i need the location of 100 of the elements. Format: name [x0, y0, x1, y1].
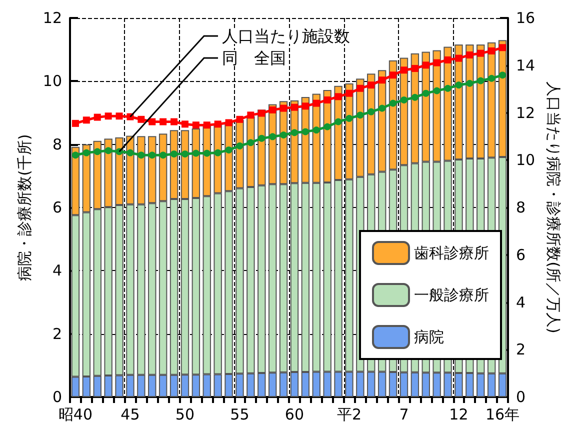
point: [214, 120, 222, 128]
point: [324, 96, 331, 104]
y2-tick-label: 16: [516, 9, 536, 27]
point: [181, 150, 188, 158]
point: [368, 108, 375, 116]
point: [488, 74, 496, 82]
y2-tick-label: 12: [516, 104, 536, 122]
x-tick-label: 45: [120, 406, 140, 424]
point: [368, 82, 375, 89]
point: [138, 152, 145, 159]
y-axis-title: 病院・診療所数(千所): [16, 134, 34, 281]
point: [477, 77, 484, 84]
point: [236, 142, 244, 150]
y2-tick-label: 0: [516, 388, 526, 406]
y-tick-label: 4: [52, 262, 62, 280]
point: [82, 149, 90, 156]
point: [104, 112, 112, 120]
y-tick-label: 12: [42, 9, 62, 27]
point: [94, 148, 101, 156]
point: [290, 104, 298, 111]
point: [356, 112, 364, 119]
point: [269, 106, 276, 114]
y-tick-label: 2: [52, 324, 62, 343]
point: [170, 118, 178, 126]
y-tick-label: 6: [52, 198, 62, 216]
point: [269, 133, 276, 140]
point: [72, 152, 79, 159]
point: [280, 132, 288, 139]
point: [126, 149, 134, 156]
x-tick-label: 昭40: [58, 406, 93, 424]
point: [258, 134, 266, 142]
point: [94, 114, 101, 121]
point: [181, 120, 188, 128]
point: [477, 50, 484, 57]
y2-tick-label: 6: [516, 246, 526, 264]
point: [400, 66, 408, 74]
point: [400, 96, 408, 104]
point: [160, 118, 167, 126]
point: [72, 120, 79, 127]
point: [203, 150, 210, 157]
point: [160, 152, 167, 159]
point: [334, 93, 342, 100]
point: [302, 128, 309, 136]
x-tick-label: 60: [284, 406, 304, 424]
legend-label: 歯科診療所: [414, 244, 489, 262]
point: [422, 62, 430, 69]
x-tick-label: 50: [175, 406, 195, 424]
point: [236, 116, 244, 123]
x-tick-label: 7: [399, 406, 409, 424]
x-tick-label: 16年: [485, 406, 520, 424]
point: [390, 72, 397, 79]
point: [116, 112, 123, 120]
point: [192, 150, 200, 157]
point: [334, 118, 342, 126]
y-tick-label: 0: [52, 388, 62, 406]
point: [280, 104, 288, 112]
point: [214, 149, 222, 156]
y-tick-label: 10: [42, 72, 62, 90]
point: [104, 147, 112, 154]
point: [312, 100, 320, 107]
point: [290, 129, 298, 136]
point: [203, 122, 210, 129]
x-tick-label: 55: [230, 406, 250, 424]
point: [411, 94, 418, 101]
x-tick-label: 平2: [336, 406, 362, 424]
point: [170, 150, 178, 158]
point: [488, 47, 496, 54]
y2-tick-label: 4: [516, 293, 526, 312]
x-tick-label: 12: [449, 406, 468, 424]
y2-tick-label: 2: [516, 340, 526, 359]
point: [324, 123, 331, 130]
point: [411, 64, 418, 72]
y2-axis-title: 人口当たり病院・診療所数(所／万人): [544, 82, 562, 334]
point: [422, 90, 430, 97]
point: [356, 84, 364, 92]
point: [258, 110, 266, 117]
point: [346, 114, 353, 122]
point: [378, 76, 386, 84]
text: 同 全国: [222, 48, 286, 68]
point: [138, 116, 145, 123]
point: [499, 72, 506, 79]
point: [148, 152, 156, 159]
point: [302, 102, 309, 110]
point: [378, 104, 386, 112]
legend-label: 病院: [414, 328, 444, 346]
point: [499, 44, 506, 52]
text: 人口当たり施設数: [222, 26, 350, 46]
y-tick-label: 8: [52, 135, 62, 154]
point: [225, 119, 232, 126]
y2-tick-label: 14: [516, 56, 536, 74]
point: [82, 116, 90, 124]
point: [312, 126, 320, 134]
legend-label: 一般診療所: [414, 286, 489, 304]
point: [346, 90, 353, 97]
point: [390, 100, 397, 107]
y2-tick-label: 10: [516, 151, 536, 170]
y2-tick-label: 8: [516, 198, 526, 216]
point: [148, 118, 156, 126]
point: [225, 146, 232, 154]
point: [192, 122, 200, 129]
